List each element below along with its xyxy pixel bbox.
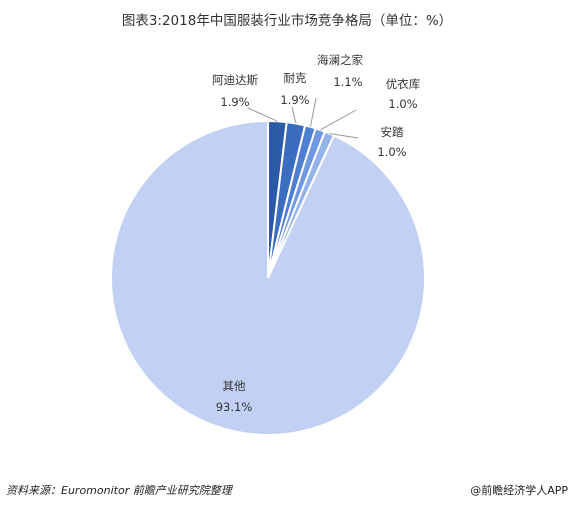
slice-name-label: 耐克 (284, 71, 307, 85)
slice-value-label: 1.0% (388, 97, 417, 111)
pie-slice (110, 119, 427, 436)
leader-line (291, 106, 297, 124)
brand-credit: @前瞻经济学人APP (470, 484, 568, 497)
slice-value-label: 93.1% (216, 400, 253, 414)
slice-name-label: 其他 (223, 379, 246, 393)
leader-line (247, 107, 278, 122)
leader-line (329, 133, 359, 139)
slice-name-label: 优衣库 (386, 77, 421, 91)
leader-line (320, 109, 357, 131)
slice-name-label: 安踏 (381, 125, 404, 139)
source-note: 资料来源：Euromonitor 前瞻产业研究院整理 (6, 484, 232, 497)
slice-labels: 阿迪达斯 1.9% 耐克 1.9% 海澜之家 1.1% 优衣库 1.0% 安踏 1.0% 其他 93.… (212, 53, 420, 414)
slice-value-label: 1.1% (333, 75, 362, 89)
pie-slices (110, 119, 427, 436)
slice-name-label: 阿迪达斯 (212, 73, 258, 87)
slice-value-label: 1.0% (377, 145, 406, 159)
leader-line (309, 97, 317, 127)
slice-value-label: 1.9% (220, 95, 249, 109)
slice-value-label: 1.9% (280, 93, 309, 107)
chart-title: 图表3:2018年中国服装行业市场竞争格局（单位：%） (121, 13, 453, 29)
slice-name-label: 海澜之家 (317, 53, 363, 67)
leader-lines (247, 97, 359, 139)
